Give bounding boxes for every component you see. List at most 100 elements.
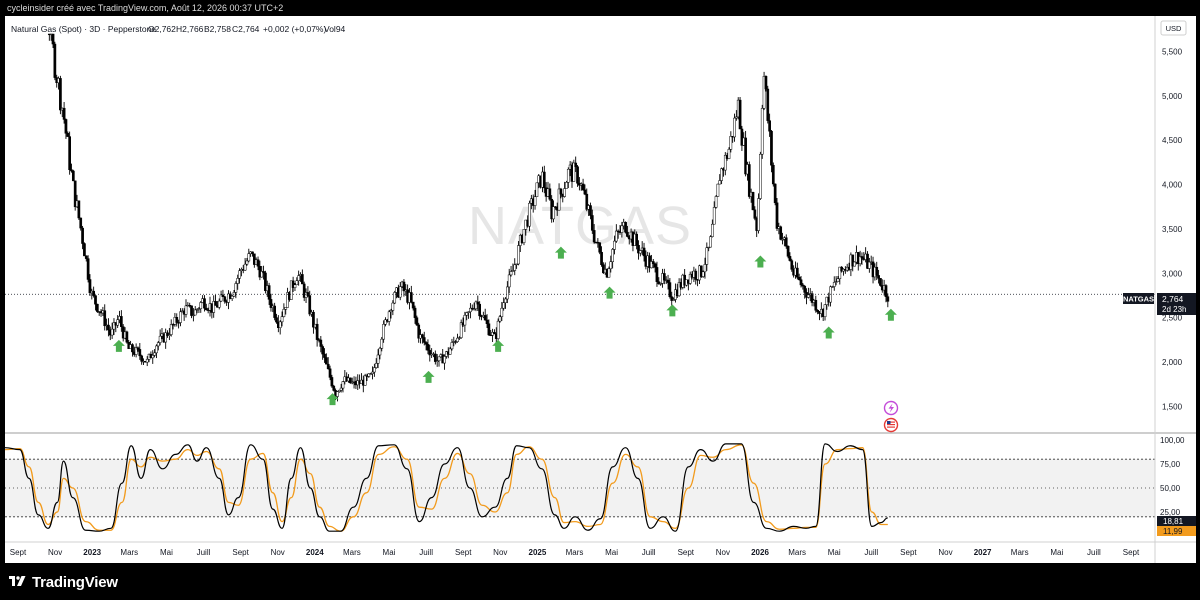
stoch-k-value: 18,81 — [1163, 517, 1184, 526]
candle-body — [315, 323, 319, 340]
candle-body — [312, 311, 315, 328]
candle-body — [153, 352, 156, 356]
candle-body — [59, 78, 62, 111]
legend-symbol[interactable]: Natural Gas (Spot) · 3D · Pepperstone — [11, 24, 156, 34]
us-flag-event-icon[interactable] — [883, 417, 899, 433]
candle-body — [513, 264, 517, 271]
candle-body — [337, 389, 341, 392]
candle-body — [576, 166, 579, 184]
candle-body — [190, 305, 193, 316]
candle-body — [156, 342, 160, 347]
candle-body — [131, 344, 134, 353]
lightning-event-icon[interactable] — [883, 400, 899, 416]
candle-body — [336, 391, 339, 397]
candle-body — [602, 264, 605, 274]
candle-body — [781, 239, 784, 241]
candle-body — [284, 307, 288, 310]
candle-body — [295, 280, 299, 286]
candle-body — [886, 296, 890, 302]
candle-body — [651, 261, 655, 264]
legend[interactable]: Natural Gas (Spot) · 3D · Pepperstone O2… — [11, 24, 346, 34]
candle-body — [175, 317, 179, 323]
candle-body — [88, 279, 92, 294]
candle-body — [814, 300, 818, 311]
candle-body — [428, 350, 432, 356]
candle-body — [716, 183, 720, 197]
candle-body — [688, 273, 692, 284]
footer-bar: TradingView — [0, 563, 1200, 600]
time-tick-label: Sept — [232, 548, 249, 557]
candle-body — [325, 357, 328, 365]
candle-body — [267, 285, 271, 300]
oscillator-axis[interactable]: 100,00 75,00 50,00 25,00 — [1160, 436, 1185, 517]
candle-body — [349, 377, 352, 384]
candle-body — [515, 263, 518, 266]
candle-body — [164, 332, 168, 343]
time-tick-label: Nov — [271, 548, 285, 557]
candle-body — [433, 353, 437, 362]
candle-body — [467, 311, 470, 313]
candle-body — [659, 283, 662, 285]
candle-body — [110, 328, 114, 336]
chart-area[interactable]: NATGAS — [4, 16, 1196, 563]
candle-body — [653, 263, 657, 268]
price-tick-label: 3,000 — [1162, 269, 1183, 278]
chart-svg[interactable]: NATGAS — [4, 16, 1196, 563]
candle-body — [784, 237, 788, 247]
candle-body — [330, 377, 334, 387]
candle-body — [607, 268, 611, 278]
candle-body — [703, 264, 707, 273]
time-axis[interactable]: Sept Nov 2023 Mars Mai Juill Sept Nov 2024 Mars Ma… — [10, 548, 1140, 557]
candle-body — [236, 278, 240, 284]
currency-label[interactable]: USD — [1166, 24, 1182, 33]
candle-body — [107, 324, 110, 331]
candle-body — [853, 261, 856, 267]
candle-body — [155, 345, 158, 354]
stoch-k-line — [4, 443, 888, 532]
candle-body — [238, 270, 241, 279]
buy-arrow-icon — [112, 339, 125, 352]
event-markers[interactable] — [883, 400, 899, 433]
candle-body — [803, 285, 807, 293]
candle-body — [71, 170, 75, 182]
candle-body — [308, 295, 312, 315]
currency-button[interactable] — [1160, 20, 1187, 36]
price-tick-label: 2,500 — [1162, 314, 1183, 323]
candle-body — [221, 294, 225, 298]
candle-body — [552, 206, 555, 220]
candle-body — [764, 75, 768, 90]
tradingview-logo-icon — [9, 576, 26, 586]
candle-body — [493, 332, 496, 335]
candle-body — [448, 348, 452, 355]
candle-body — [757, 198, 760, 231]
candle-body — [376, 354, 380, 364]
tradingview-logo[interactable]: TradingView — [9, 572, 118, 592]
candle-body — [125, 331, 129, 343]
candle-body — [168, 334, 171, 336]
candle-body — [426, 344, 430, 351]
candle-body — [867, 261, 871, 269]
candle-body — [264, 272, 267, 291]
candle-body — [140, 355, 144, 362]
candle-body — [260, 271, 264, 278]
candle-body — [398, 286, 402, 298]
candle-body — [718, 180, 722, 185]
candle-body — [662, 273, 666, 281]
candle-body — [504, 298, 507, 304]
candle-body — [506, 286, 509, 300]
price-axis[interactable]: USD 5,5005,0004,5004,0003,5003,0002,5002… — [1160, 20, 1187, 411]
candle-body — [171, 324, 175, 326]
candle-body — [620, 225, 624, 233]
candle-body — [548, 188, 552, 200]
buy-arrow-icon — [822, 326, 835, 339]
candle-body — [350, 382, 354, 384]
time-tick-label: Mars — [788, 548, 806, 557]
candle-body — [877, 275, 880, 279]
candle-body — [319, 339, 323, 347]
candle-body — [712, 207, 716, 225]
stoch-d-tag-bg — [1157, 526, 1196, 536]
watermark: NATGAS — [468, 196, 692, 256]
candle-body — [583, 189, 587, 195]
candle-body — [574, 162, 578, 167]
candle-body — [711, 223, 714, 237]
